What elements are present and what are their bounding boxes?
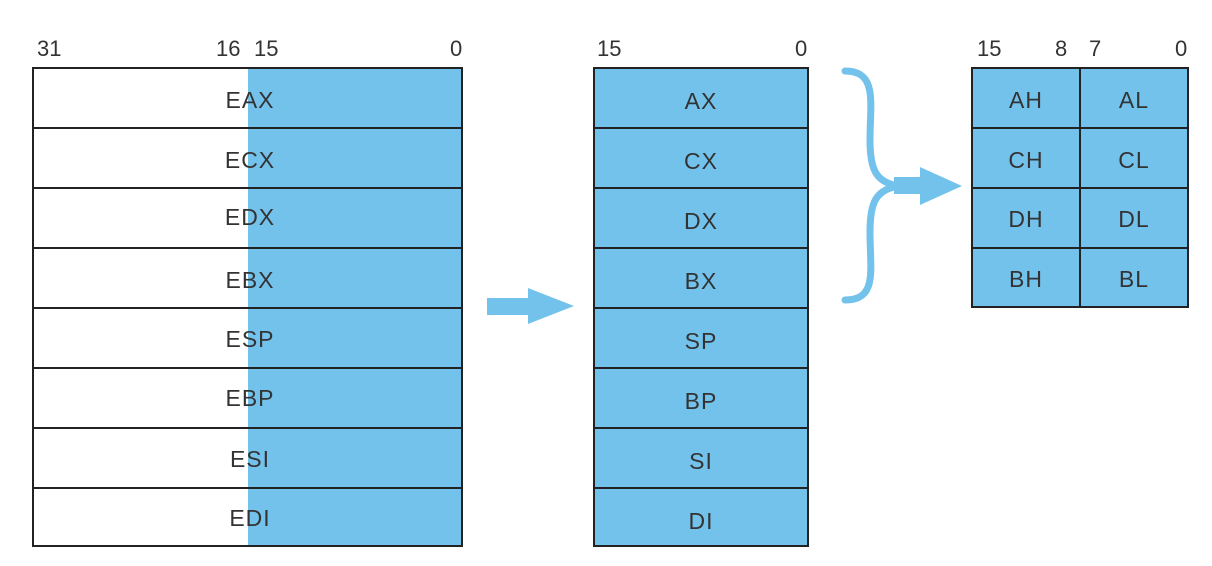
register-ecx: ECX (224, 147, 276, 173)
row-divider (595, 307, 807, 309)
row-divider (595, 427, 807, 429)
register-si: SI (689, 448, 713, 474)
register-sp: SP (684, 328, 718, 354)
register-dx: DX (684, 208, 718, 234)
bit-label-0: 0 (450, 36, 463, 61)
right-arrow-icon (894, 167, 962, 205)
row-divider (34, 247, 461, 249)
register-esp: ESP (225, 326, 275, 352)
register-edi: EDI (229, 505, 271, 531)
row-divider (595, 127, 807, 129)
bit-label-31: 31 (37, 36, 62, 61)
row-divider (595, 187, 807, 189)
row-divider (595, 367, 807, 369)
bit-label-0: 0 (795, 36, 808, 61)
register-edx: EDX (224, 204, 276, 230)
row-divider (595, 487, 807, 489)
register-bh: BH (1009, 266, 1043, 292)
register-ax: AX (684, 88, 718, 114)
register-di: DI (688, 508, 714, 534)
register-eax: EAX (225, 87, 275, 113)
register-dh: DH (1008, 206, 1044, 232)
bit-label-7: 7 (1089, 36, 1102, 61)
bit-label-15: 15 (597, 36, 622, 61)
row-divider (34, 307, 461, 309)
bit-label-0: 0 (1175, 36, 1188, 61)
register-esi: ESI (229, 446, 271, 472)
row-divider (34, 367, 461, 369)
bit-label-15: 15 (254, 36, 279, 61)
row-divider (34, 187, 461, 189)
register-block-32bit: EAX ECX EDX EBX ESP EBP ESI EDI (32, 67, 463, 547)
bit-label-16: 16 (216, 36, 241, 61)
register-ah: AH (1009, 87, 1043, 113)
register-bp: BP (684, 388, 718, 414)
register-ebx: EBX (225, 267, 275, 293)
column-divider (1079, 69, 1081, 306)
row-divider (34, 487, 461, 489)
register-dl: DL (1118, 206, 1150, 232)
register-cx: CX (684, 148, 718, 174)
register-block-8bit: AH AL CH CL DH DL BH BL (971, 67, 1189, 308)
right-brace-icon (841, 67, 899, 304)
register-al: AL (1118, 87, 1150, 113)
register-ebp: EBP (225, 385, 275, 411)
register-block-16bit: AX CX DX BX SP BP SI DI (593, 67, 809, 547)
bit-label-15: 15 (977, 36, 1002, 61)
register-bl: BL (1118, 266, 1150, 292)
row-divider (34, 427, 461, 429)
register-cl: CL (1118, 147, 1150, 173)
register-bx: BX (684, 268, 718, 294)
bit-label-8: 8 (1055, 36, 1068, 61)
row-divider (595, 247, 807, 249)
right-arrow-icon (487, 288, 574, 324)
row-divider (34, 127, 461, 129)
register-ch: CH (1008, 147, 1044, 173)
